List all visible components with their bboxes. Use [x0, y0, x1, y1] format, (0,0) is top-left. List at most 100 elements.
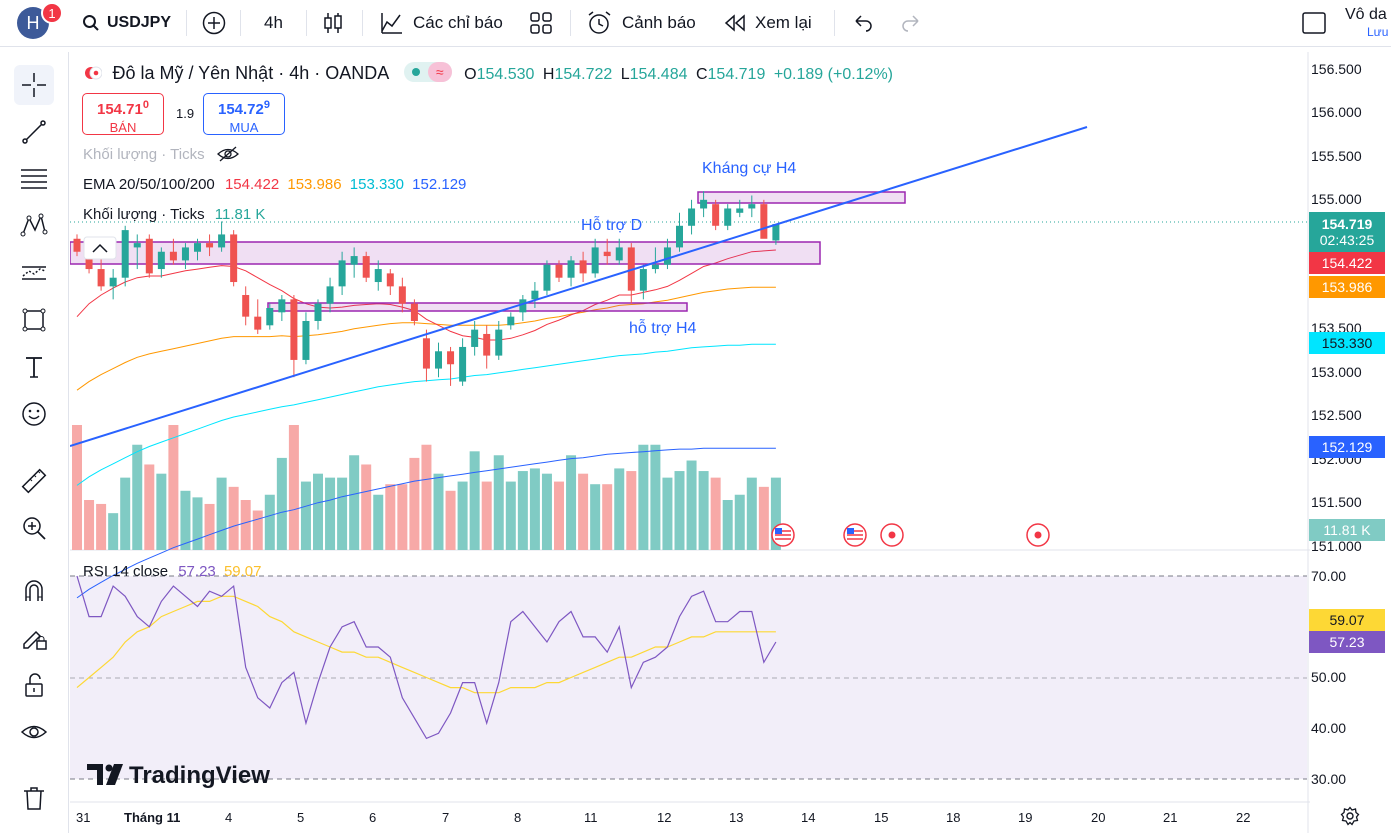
- candle-body: [495, 329, 503, 356]
- buy-button[interactable]: 154.729 MUA: [203, 93, 285, 135]
- trendline[interactable]: [70, 126, 1088, 447]
- layouts-button[interactable]: [530, 0, 552, 46]
- support-h4-zone[interactable]: [267, 302, 688, 312]
- ema100-badge: 153.330: [1309, 332, 1385, 354]
- pattern-tool[interactable]: [14, 206, 54, 246]
- symbol-search-button[interactable]: USDJPY: [82, 0, 171, 46]
- volume-bar: [614, 468, 625, 550]
- magnet-tool[interactable]: [14, 571, 54, 611]
- replay-button[interactable]: Xem lại: [724, 0, 812, 46]
- zoom-in-icon: [23, 517, 46, 540]
- candle-body: [712, 204, 720, 226]
- market-status-toggle[interactable]: ≈: [403, 62, 452, 82]
- emoji-tool[interactable]: [14, 394, 54, 434]
- rsi-legend[interactable]: RSI 14 close 57.23 59.07: [83, 563, 261, 580]
- resistance-h4-label[interactable]: Kháng cự H4: [702, 160, 796, 177]
- undo-button[interactable]: [852, 0, 874, 46]
- low-label: L: [620, 66, 630, 83]
- candle-body: [651, 264, 659, 270]
- volume-legend[interactable]: Khối lượng · Ticks 11.81 K: [83, 206, 265, 223]
- fullscreen-button[interactable]: [1302, 0, 1326, 46]
- drawing-toolbar: [0, 52, 69, 833]
- remove-tool[interactable]: [14, 778, 54, 818]
- ema-legend[interactable]: EMA 20/50/100/200 154.422 153.986 153.33…: [83, 176, 466, 193]
- candle-body: [242, 295, 250, 317]
- volume-bar: [626, 471, 637, 550]
- zoom-tool[interactable]: [14, 508, 54, 548]
- candle-body: [519, 299, 527, 313]
- volume-bar: [746, 477, 757, 550]
- horizontal-lines-icon: [21, 169, 47, 189]
- volume-bars: [72, 425, 781, 550]
- candle-body: [266, 308, 274, 326]
- us-flag-event-icon[interactable]: [843, 523, 867, 547]
- bar-countdown: 02:43:25: [1319, 232, 1375, 248]
- volume-bar: [686, 460, 697, 550]
- support-d-label[interactable]: Hỗ trợ D: [581, 215, 642, 234]
- us-flag-event-icon[interactable]: [771, 523, 795, 547]
- visibility-tool[interactable]: [14, 712, 54, 752]
- volume-bar: [554, 481, 564, 550]
- volume-bar: [337, 477, 348, 550]
- time-tick: 18: [946, 810, 961, 825]
- price-tick: 153.000: [1311, 364, 1362, 380]
- compare-symbol-button[interactable]: [202, 0, 226, 46]
- smiley-icon: [22, 402, 46, 426]
- candle-body: [206, 243, 214, 248]
- time-tick: 19: [1018, 810, 1033, 825]
- candle-body: [290, 299, 298, 360]
- time-tick: 12: [657, 810, 672, 825]
- crosshair-tool[interactable]: [14, 65, 54, 105]
- rsi-badge: 57.23: [1309, 631, 1385, 653]
- candle-body: [676, 225, 683, 248]
- trendline-tool[interactable]: [14, 112, 54, 152]
- time-tick: 6: [369, 810, 377, 825]
- rsi-label: RSI 14 close: [83, 563, 169, 580]
- measure-tool[interactable]: [14, 461, 54, 501]
- candle-body: [700, 199, 708, 209]
- price-chart[interactable]: Kháng cự H4 Hỗ trợ D hỗ trợ H4 TradingVi…: [70, 52, 1310, 833]
- candle-body: [615, 247, 623, 261]
- support-h4-label[interactable]: hỗ trợ H4: [629, 318, 697, 337]
- collapse-legend-button[interactable]: [83, 236, 117, 260]
- rsi-pane: [70, 576, 1310, 779]
- candle-body: [338, 260, 346, 287]
- chart-type-button[interactable]: [322, 0, 344, 46]
- volume-bar: [758, 486, 769, 550]
- interval-button[interactable]: 4h: [264, 0, 283, 46]
- text-tool[interactable]: [14, 347, 54, 387]
- replay-label: Xem lại: [755, 13, 812, 32]
- redo-button[interactable]: [900, 0, 922, 46]
- volume-bar: [228, 486, 239, 550]
- us-japan-flag-icon: [85, 66, 103, 80]
- volume-bar: [325, 477, 336, 550]
- forecast-tool[interactable]: [14, 253, 54, 293]
- rsi-ma-value: 59.07: [223, 563, 262, 580]
- symbol-title[interactable]: Đô la Mỹ / Yên Nhật · 4h · OANDA: [112, 63, 390, 83]
- sell-button[interactable]: 154.710 BÁN: [82, 93, 164, 135]
- save-label[interactable]: Lưu: [1367, 25, 1389, 39]
- lock-all-tool[interactable]: [14, 665, 54, 705]
- magnet-icon: [25, 580, 43, 601]
- resistance-h4-zone[interactable]: [697, 191, 906, 204]
- price-tick: 156.000: [1311, 104, 1362, 120]
- rectangle-icon: [22, 308, 46, 332]
- layout-name[interactable]: Vô da: [1345, 6, 1387, 23]
- candle-body: [326, 286, 334, 304]
- candle-body: [362, 256, 370, 278]
- eye-crossed-icon[interactable]: [216, 146, 239, 162]
- volume-bar: [722, 500, 733, 550]
- candle-body: [736, 208, 744, 213]
- lock-drawing-tool[interactable]: [14, 618, 54, 658]
- candle-body: [374, 269, 382, 283]
- chart-settings-button[interactable]: [1340, 806, 1360, 831]
- rsi-line: [76, 575, 777, 740]
- fib-tool[interactable]: [14, 159, 54, 199]
- hidden-volume-legend[interactable]: Khối lượng · Ticks: [83, 146, 239, 163]
- event-marker-icon[interactable]: [1026, 523, 1050, 547]
- time-tick: 22: [1236, 810, 1251, 825]
- indicators-button[interactable]: Các chỉ báo: [380, 0, 503, 46]
- alert-button[interactable]: Cảnh báo: [586, 0, 696, 46]
- shape-tool[interactable]: [14, 300, 54, 340]
- event-marker-icon[interactable]: [880, 523, 904, 547]
